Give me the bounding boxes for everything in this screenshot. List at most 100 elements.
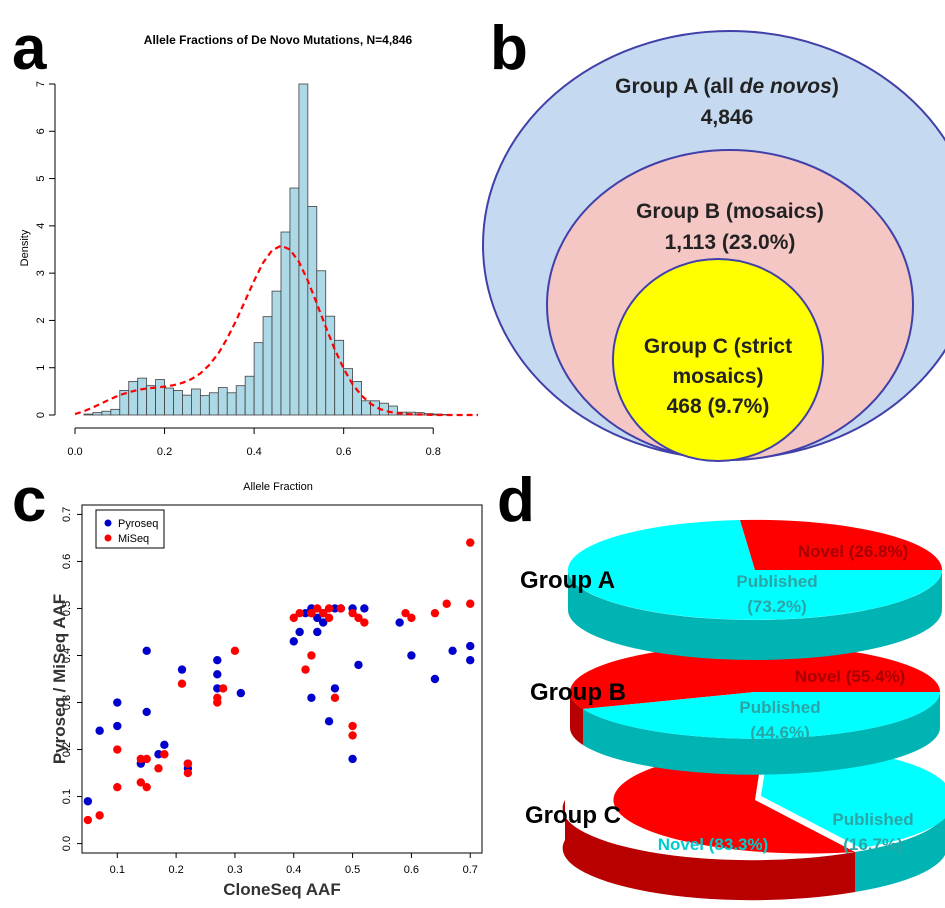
histogram-bar	[182, 394, 192, 416]
scatter-point-pyroseq	[95, 726, 104, 735]
group-a-label: Group A	[520, 567, 615, 594]
group-c-label-line1: Group C (strict	[644, 335, 792, 358]
scatter-point-pyroseq	[448, 646, 457, 655]
scatter-point-pyroseq	[83, 797, 93, 806]
scatter-point-miseq	[466, 538, 475, 547]
scatter-chart: 0.1 0.2 0.3 0.4 0.5 0.6 0.7 0.0 0.1 0.2 0.3 0.4 0.5 0…	[50, 504, 483, 899]
scatter-point-miseq	[401, 608, 410, 618]
scatter-point-miseq	[295, 608, 304, 618]
x-tick-label: 0.1	[110, 864, 125, 876]
scatter-point-pyroseq	[395, 618, 404, 627]
histogram-bar	[226, 392, 237, 416]
scatter-point-pyroseq	[213, 655, 222, 665]
histogram-bar	[253, 342, 264, 416]
histogram-bar	[388, 405, 398, 416]
scatter-point-pyroseq	[354, 660, 363, 670]
scatter-point-miseq	[330, 693, 340, 703]
scatter-point-pyroseq	[330, 684, 340, 693]
pie-b-novel-label: Novel (55.4%)	[795, 667, 906, 686]
scatter-point-miseq	[318, 608, 328, 618]
x-tick-label: 0.3	[227, 864, 242, 876]
scatter-point-pyroseq	[142, 646, 151, 655]
scatter-point-miseq	[183, 768, 193, 778]
histogram-bar	[352, 381, 362, 416]
histogram-bar	[164, 387, 174, 416]
scatter-point-pyroseq	[213, 670, 222, 679]
legend-marker-pyroseq	[104, 519, 112, 527]
pie-group-c: Group C Novel (83.3%) Published (16.7%)	[525, 744, 945, 901]
histogram-bar	[83, 413, 94, 416]
pie-c-side-novel	[562, 800, 855, 901]
scatter-point-pyroseq	[177, 665, 187, 674]
histogram-bar	[92, 412, 103, 416]
scatter-point-miseq	[324, 604, 334, 613]
y-axis-label: Pyroseq / MiSeq AAF	[50, 594, 69, 764]
y-axis-label: Density	[19, 229, 31, 266]
histogram-bar	[191, 388, 201, 416]
histogram-bar	[110, 408, 121, 416]
scatter-point-miseq	[177, 679, 187, 688]
scatter-point-pyroseq	[113, 721, 122, 731]
scatter-point-miseq	[466, 599, 475, 608]
scatter-point-miseq	[113, 782, 122, 792]
histogram-bar	[101, 410, 112, 416]
scatter-point-miseq	[154, 764, 163, 773]
histogram-bar	[173, 390, 183, 416]
x-tick-label: 0.8	[426, 446, 441, 458]
scatter-point-miseq	[113, 745, 122, 754]
scatter-point-miseq	[348, 608, 357, 618]
histogram-bar	[137, 377, 148, 416]
pie-a-published-pct: (73.2%)	[747, 597, 807, 616]
histogram-bars	[83, 83, 452, 416]
y-tick-label: 0.0	[61, 836, 73, 851]
pie-a-top-novel	[740, 519, 943, 570]
histogram-bar	[217, 387, 228, 416]
scatter-point-miseq	[136, 754, 146, 764]
y-tick-label: 0.1	[61, 789, 73, 804]
x-tick-label: 0.2	[168, 864, 183, 876]
pie-b-side-novel	[570, 692, 583, 745]
legend-box	[95, 509, 165, 549]
x-tick-label: 0.7	[463, 864, 478, 876]
group-c-circle	[612, 258, 824, 462]
scatter-point-miseq	[407, 613, 416, 623]
scatter-point-pyroseq	[348, 754, 357, 764]
scatter-point-pyroseq	[160, 740, 169, 750]
scatter-point-miseq	[307, 651, 316, 660]
histogram-bar	[128, 381, 139, 416]
pie-b-published-pct: (44.6%)	[750, 723, 810, 742]
pie-c-top-novel	[613, 748, 855, 854]
y-tick-label: 0.5	[61, 601, 73, 616]
legend: Pyroseq MiSeq	[95, 509, 165, 549]
y-tick-label: 1	[35, 365, 47, 371]
scatter-point-pyroseq	[313, 627, 322, 637]
group-b-label: Group B (mosaics)	[636, 200, 824, 223]
scatter-point-pyroseq	[236, 688, 246, 698]
histogram-chart: Allele Fractions of De Novo Mutations, N…	[19, 33, 478, 493]
chart-title: Allele Fractions of De Novo Mutations, N…	[144, 33, 413, 47]
histogram-bar	[280, 231, 291, 416]
scatter-point-miseq	[136, 778, 146, 787]
pie-b-published-label: Published	[739, 698, 820, 717]
pie-c-side-published	[855, 800, 945, 892]
scatter-point-miseq	[95, 811, 104, 820]
legend-label-pyroseq: Pyroseq	[118, 518, 158, 530]
histogram-bar	[208, 392, 219, 416]
histogram-bar	[289, 187, 300, 416]
scatter-point-pyroseq	[154, 750, 163, 759]
scatter-point-miseq	[307, 608, 316, 618]
pie-c-novel-label: Novel (83.3%)	[658, 835, 769, 854]
histogram-bar	[334, 339, 345, 416]
scatter-point-miseq	[442, 599, 451, 608]
group-a-value: 4,846	[701, 106, 754, 129]
histogram-bar	[235, 385, 246, 416]
panel-letter-c: c	[12, 466, 47, 535]
y-tick-label: 0.7	[61, 507, 73, 522]
scatter-point-pyroseq	[289, 637, 298, 646]
panel-letter-a: a	[12, 14, 47, 83]
x-tick-label: 0.2	[157, 446, 172, 458]
histogram-bar	[316, 270, 327, 416]
scatter-point-miseq	[160, 750, 169, 759]
scatter-point-miseq	[230, 646, 240, 655]
histogram-bar	[298, 83, 309, 416]
